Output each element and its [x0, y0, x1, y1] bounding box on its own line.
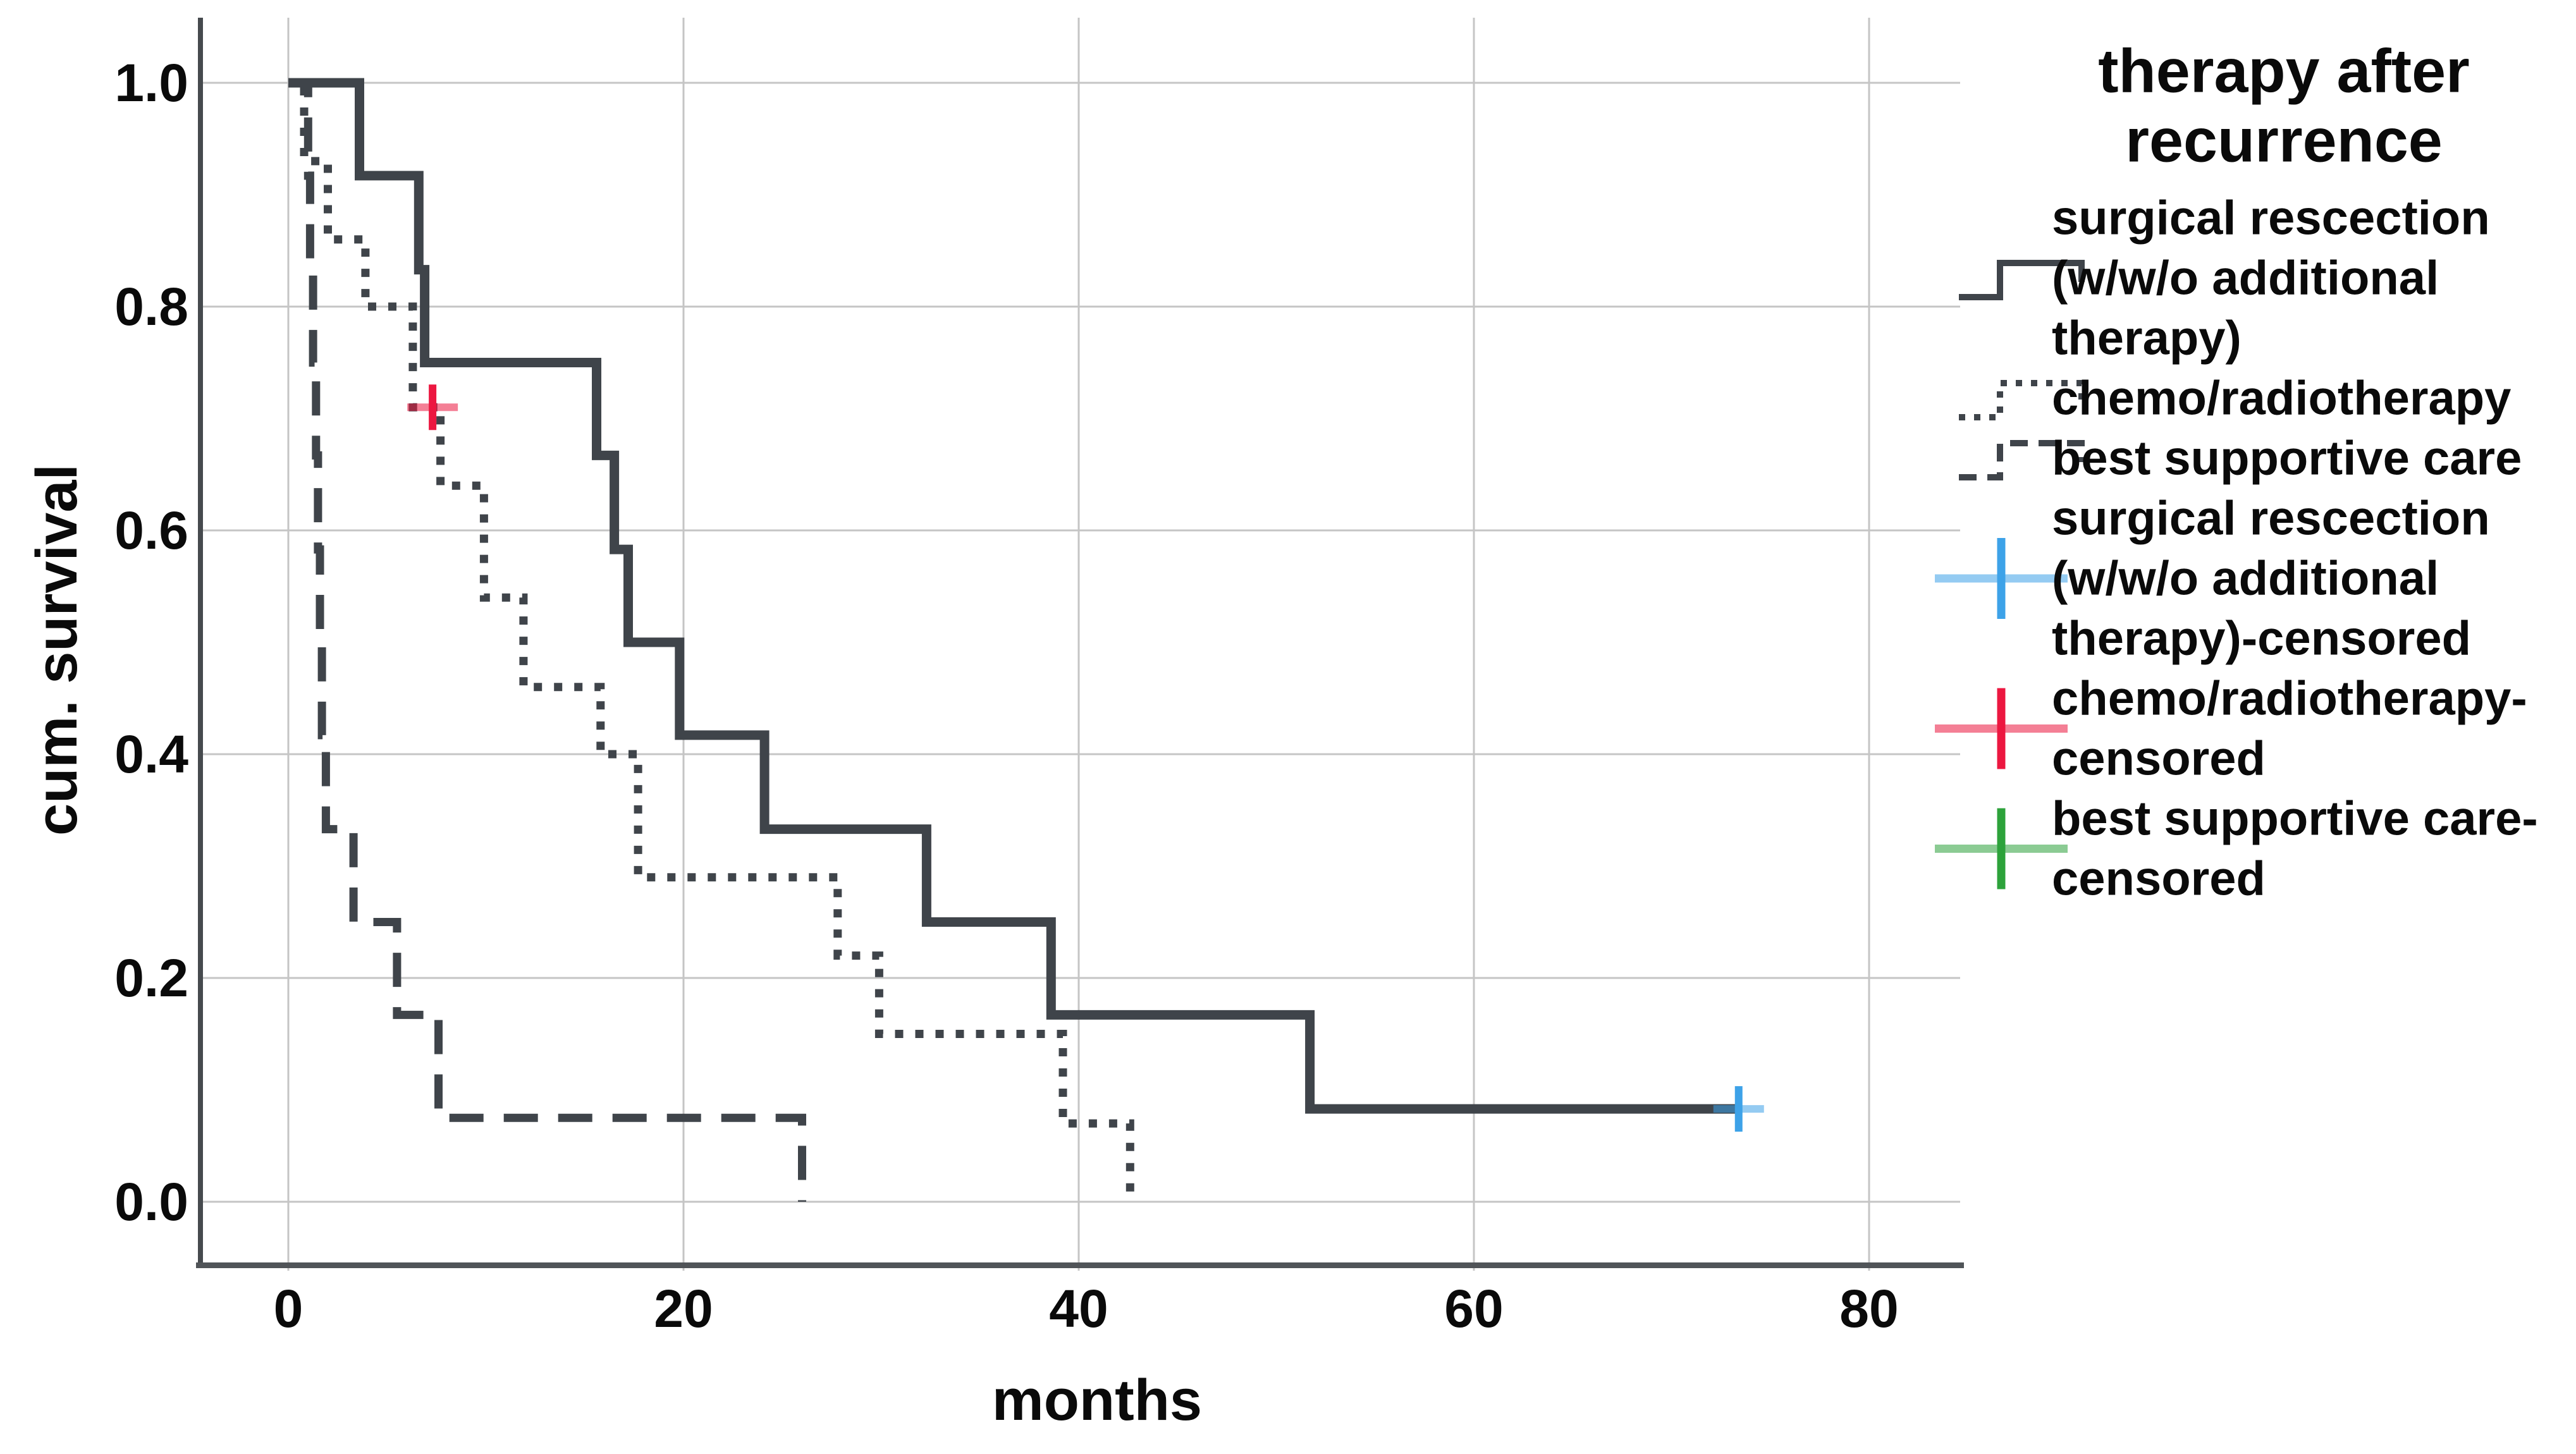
- legend-title-line-2: recurrence: [2125, 106, 2442, 175]
- x-tick-label-0: 0: [274, 1279, 304, 1338]
- legend-item-0-label-line-2: therapy): [2052, 312, 2242, 365]
- y-tick-label-0.0: 0.0: [114, 1172, 188, 1231]
- tick-labels: 0 20 40 60 80 0.0 0.2 0.4 0.6 0.8 1.0: [114, 53, 1899, 1338]
- legend-item-4-label-line-0: chemo/radiotherapy-: [2052, 672, 2527, 726]
- legend-item-3-label-line-0: surgical rescection: [2052, 492, 2490, 546]
- legend-item-0-label-line-0: surgical rescection: [2052, 192, 2490, 245]
- censor-marks: [407, 384, 1764, 1132]
- survival-curves: [288, 78, 1739, 1202]
- curve-dotted-chemo-radiotherapy: [288, 78, 1134, 1202]
- censor-cross-chemo-radiotherapy: [407, 384, 458, 431]
- curve-solid-surgical-rescection-w-w-o-additional-therapy-: [288, 78, 1739, 1114]
- legend: therapy after recurrence surgical rescec…: [1935, 37, 2538, 906]
- legend-item-4: chemo/radiotherapy-censored: [1935, 672, 2527, 786]
- censor-cross-surgical-rescection-w-w-o-additional-therapy-: [1713, 1086, 1764, 1132]
- y-axis-title: cum. survival: [25, 464, 89, 836]
- legend-item-0-label-line-1: (w/w/o additional: [2052, 252, 2439, 305]
- legend-items: surgical rescection (w/w/o additional ther…: [1935, 192, 2538, 906]
- legend-item-3: surgical rescection (w/w/o additional ther…: [1935, 492, 2490, 666]
- x-tick-label-80: 80: [1839, 1279, 1898, 1338]
- x-axis-title: months: [992, 1368, 1202, 1433]
- curve-dashed-best-supportive-care: [288, 78, 806, 1202]
- x-tick-label-20: 20: [654, 1279, 713, 1338]
- legend-item-5-label-line-0: best supportive care-: [2052, 792, 2538, 846]
- x-tick-label-60: 60: [1444, 1279, 1503, 1338]
- legend-item-4-label-line-1: censored: [2052, 732, 2266, 786]
- legend-item-2-label-line-0: best supportive care: [2052, 432, 2522, 486]
- legend-item-3-label-line-2: therapy)-censored: [2052, 612, 2471, 666]
- y-tick-label-0.8: 0.8: [114, 277, 188, 336]
- legend-solid-line-icon: [1959, 260, 2085, 300]
- legend-item-5: best supportive care-censored: [1935, 792, 2538, 906]
- axes: [196, 18, 1964, 1268]
- y-tick-label-0.4: 0.4: [114, 724, 188, 784]
- legend-item-5-label-line-1: censored: [2052, 852, 2266, 906]
- legend-item-2: best supportive care: [1959, 432, 2522, 486]
- legend-title-line-1: therapy after: [2098, 37, 2470, 106]
- legend-item-3-label-line-1: (w/w/o additional: [2052, 552, 2439, 606]
- legend-item-0: surgical rescection (w/w/o additional ther…: [1959, 192, 2490, 365]
- legend-item-1-label-line-0: chemo/radiotherapy: [2052, 372, 2511, 425]
- y-tick-label-1.0: 1.0: [114, 53, 188, 113]
- x-axis-line: [196, 1262, 1964, 1268]
- x-tick-label-40: 40: [1049, 1279, 1108, 1338]
- y-axis-line: [198, 18, 203, 1268]
- legend-item-1: chemo/radiotherapy: [1959, 372, 2511, 425]
- y-tick-label-0.2: 0.2: [114, 948, 188, 1008]
- y-tick-label-0.6: 0.6: [114, 501, 188, 560]
